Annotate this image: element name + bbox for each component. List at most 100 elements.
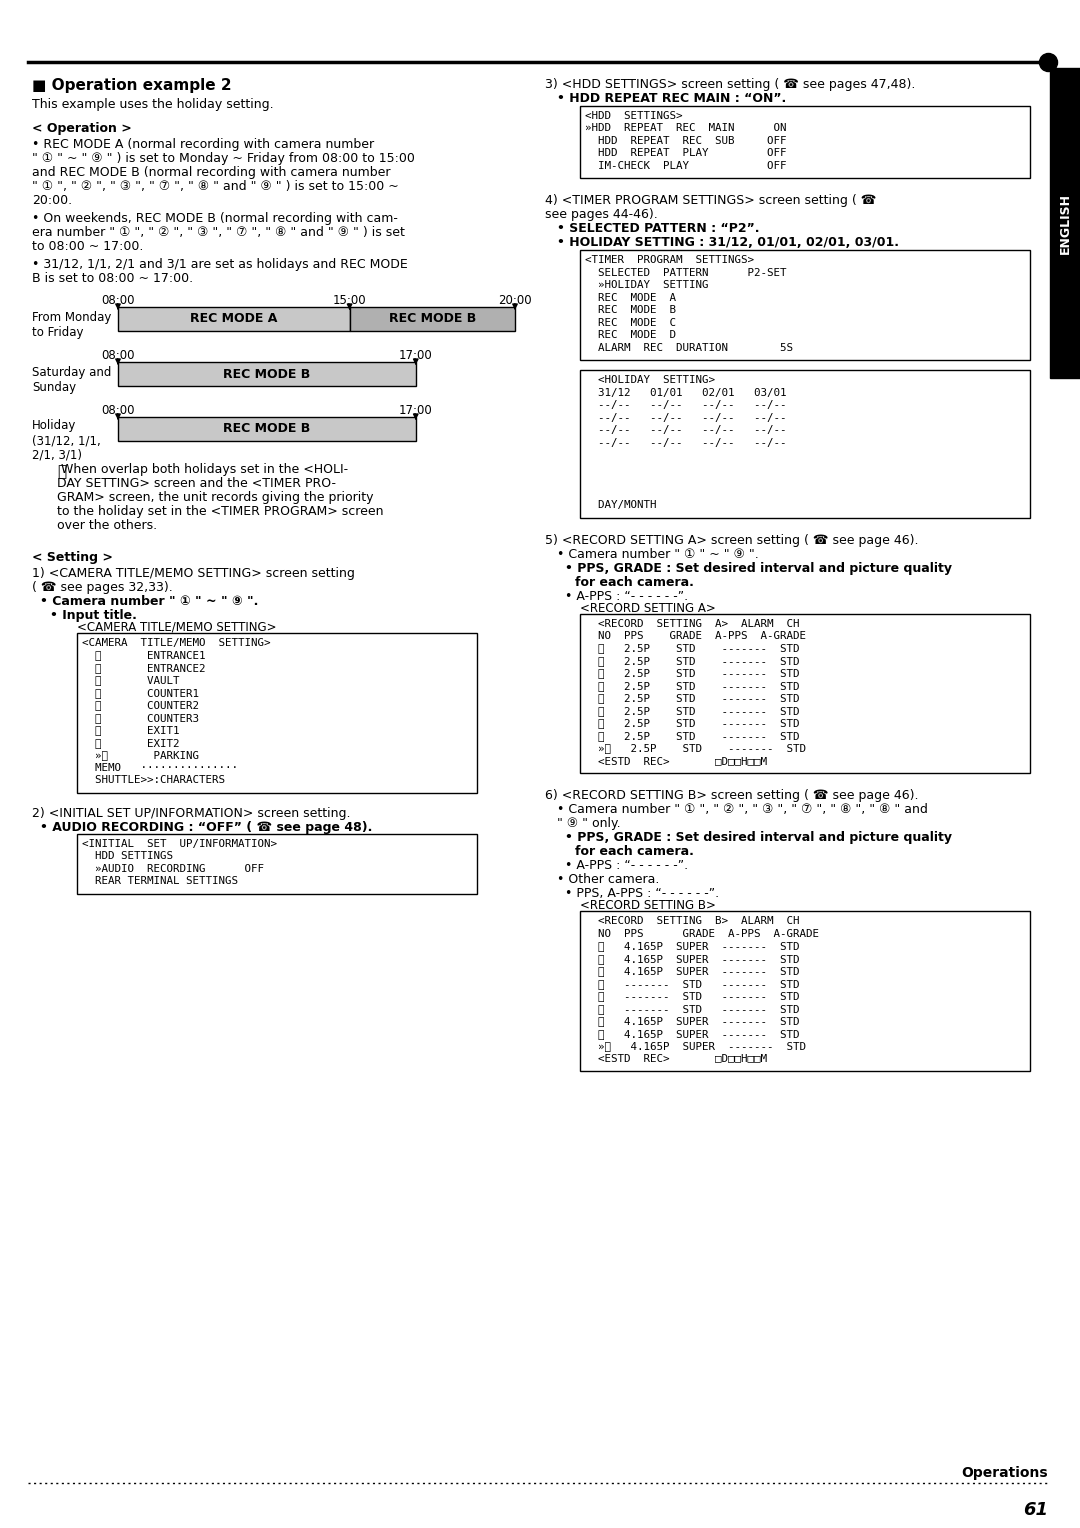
- Text: • PPS, GRADE : Set desired interval and picture quality: • PPS, GRADE : Set desired interval and …: [565, 561, 951, 575]
- Text: ⑥       COUNTER3: ⑥ COUNTER3: [82, 714, 199, 723]
- Text: <RECORD SETTING B>: <RECORD SETTING B>: [580, 900, 716, 912]
- Bar: [350, 307, 515, 332]
- Text: • Input title.: • Input title.: [50, 610, 137, 622]
- Bar: [118, 417, 416, 442]
- Text: --/--   --/--   --/--   --/--: --/-- --/-- --/-- --/--: [585, 437, 786, 448]
- Text: From Monday
to Friday: From Monday to Friday: [32, 312, 111, 339]
- Text: ①       ENTRANCE1: ① ENTRANCE1: [82, 651, 205, 660]
- Text: to 08:00 ~ 17:00.: to 08:00 ~ 17:00.: [32, 240, 144, 254]
- Text: NO  PPS      GRADE  A-PPS  A-GRADE: NO PPS GRADE A-PPS A-GRADE: [585, 929, 819, 938]
- Text: • A-PPS : “- - - - - -”.: • A-PPS : “- - - - - -”.: [565, 590, 688, 602]
- Text: over the others.: over the others.: [57, 520, 157, 532]
- Text: ⑥   2.5P    STD    -------  STD: ⑥ 2.5P STD ------- STD: [585, 706, 799, 717]
- Text: DAY SETTING> screen and the <TIMER PRO-: DAY SETTING> screen and the <TIMER PRO-: [57, 477, 336, 490]
- Text: ⑧   2.5P    STD    -------  STD: ⑧ 2.5P STD ------- STD: [585, 730, 799, 741]
- Text: »⑨       PARKING: »⑨ PARKING: [82, 750, 199, 761]
- Text: ③       VAULT: ③ VAULT: [82, 675, 179, 686]
- Text: • PPS, A-PPS : “- - - - - -”.: • PPS, A-PPS : “- - - - - -”.: [565, 888, 719, 900]
- Text: 08:00: 08:00: [102, 293, 135, 307]
- Text: »HDD  REPEAT  REC  MAIN      ON: »HDD REPEAT REC MAIN ON: [585, 124, 786, 133]
- Bar: [580, 370, 1030, 518]
- Text: HDD  REPEAT  REC  SUB     OFF: HDD REPEAT REC SUB OFF: [585, 136, 786, 147]
- Text: ③   2.5P    STD    -------  STD: ③ 2.5P STD ------- STD: [585, 668, 799, 678]
- Text: 3) <HDD SETTINGS> screen setting ( ☎ see pages 47,48).: 3) <HDD SETTINGS> screen setting ( ☎ see…: [545, 78, 916, 92]
- Text: 20:00: 20:00: [498, 293, 531, 307]
- Text: <RECORD  SETTING  B>  ALARM  CH: <RECORD SETTING B> ALARM CH: [585, 917, 799, 926]
- Text: 61: 61: [1023, 1500, 1048, 1519]
- Bar: [118, 307, 350, 332]
- Bar: [580, 105, 1030, 179]
- Text: SHUTTLE>>:CHARACTERS: SHUTTLE>>:CHARACTERS: [82, 775, 225, 785]
- Text: • REC MODE A (normal recording with camera number: • REC MODE A (normal recording with came…: [32, 138, 374, 151]
- Text: • PPS, GRADE : Set desired interval and picture quality: • PPS, GRADE : Set desired interval and …: [565, 831, 951, 845]
- Text: < Operation >: < Operation >: [32, 122, 132, 134]
- Text: • 31/12, 1/1, 2/1 and 3/1 are set as holidays and REC MODE: • 31/12, 1/1, 2/1 and 3/1 are set as hol…: [32, 258, 408, 270]
- Text: 08:00: 08:00: [102, 403, 135, 417]
- Text: HDD  REPEAT  PLAY         OFF: HDD REPEAT PLAY OFF: [585, 148, 786, 159]
- Text: REC  MODE  D: REC MODE D: [585, 330, 676, 341]
- Text: --/--   --/--   --/--   --/--: --/-- --/-- --/-- --/--: [585, 413, 786, 423]
- Text: ⑦   4.165P  SUPER  -------  STD: ⑦ 4.165P SUPER ------- STD: [585, 1016, 799, 1027]
- Text: SELECTED  PATTERN      P2-SET: SELECTED PATTERN P2-SET: [585, 267, 786, 278]
- Text: 2) <INITIAL SET UP/INFORMATION> screen setting.: 2) <INITIAL SET UP/INFORMATION> screen s…: [32, 807, 351, 819]
- Text: HDD SETTINGS: HDD SETTINGS: [82, 851, 173, 862]
- Text: • Camera number " ① ", " ② ", " ③ ", " ⑦ ", " ⑧ ", " ⑧ " and: • Camera number " ① ", " ② ", " ③ ", " ⑦…: [557, 804, 928, 816]
- Text: Holiday
(31/12, 1/1,
2/1, 3/1): Holiday (31/12, 1/1, 2/1, 3/1): [32, 419, 100, 461]
- Text: 5) <RECORD SETTING A> screen setting ( ☎ see page 46).: 5) <RECORD SETTING A> screen setting ( ☎…: [545, 533, 918, 547]
- Text: • SELECTED PATTERN : “P2”.: • SELECTED PATTERN : “P2”.: [557, 223, 759, 235]
- Text: <HDD  SETTINGS>: <HDD SETTINGS>: [585, 112, 683, 121]
- Text: ①   4.165P  SUPER  -------  STD: ① 4.165P SUPER ------- STD: [585, 941, 799, 952]
- Text: --/--   --/--   --/--   --/--: --/-- --/-- --/-- --/--: [585, 400, 786, 410]
- Text: • Camera number " ① " ~ " ⑨ ".: • Camera number " ① " ~ " ⑨ ".: [40, 594, 258, 608]
- Text: ( ☎ see pages 32,33).: ( ☎ see pages 32,33).: [32, 581, 173, 594]
- Text: for each camera.: for each camera.: [575, 576, 693, 588]
- Text: ⑧   4.165P  SUPER  -------  STD: ⑧ 4.165P SUPER ------- STD: [585, 1028, 799, 1039]
- Text: »AUDIO  RECORDING      OFF: »AUDIO RECORDING OFF: [82, 863, 264, 874]
- Text: 1) <CAMERA TITLE/MEMO SETTING> screen setting: 1) <CAMERA TITLE/MEMO SETTING> screen se…: [32, 567, 355, 581]
- Text: REC  MODE  A: REC MODE A: [585, 293, 676, 303]
- Text: REC MODE B: REC MODE B: [224, 423, 311, 435]
- Text: »HOLIDAY  SETTING: »HOLIDAY SETTING: [585, 280, 708, 290]
- Text: ⑧       EXIT2: ⑧ EXIT2: [82, 738, 179, 747]
- Text: 4) <TIMER PROGRAM SETTINGS> screen setting ( ☎: 4) <TIMER PROGRAM SETTINGS> screen setti…: [545, 194, 876, 208]
- Text: ⑤   2.5P    STD    -------  STD: ⑤ 2.5P STD ------- STD: [585, 694, 799, 703]
- Text: IM-CHECK  PLAY            OFF: IM-CHECK PLAY OFF: [585, 160, 786, 171]
- Text: for each camera.: for each camera.: [575, 845, 693, 859]
- Text: 31/12   01/01   02/01   03/01: 31/12 01/01 02/01 03/01: [585, 388, 786, 397]
- Text: 15:00: 15:00: [333, 293, 366, 307]
- Text: <TIMER  PROGRAM  SETTINGS>: <TIMER PROGRAM SETTINGS>: [585, 255, 754, 266]
- Text: REC  MODE  B: REC MODE B: [585, 306, 676, 315]
- Text: ■ Operation example 2: ■ Operation example 2: [32, 78, 231, 93]
- Text: ⑦   2.5P    STD    -------  STD: ⑦ 2.5P STD ------- STD: [585, 718, 799, 729]
- Bar: [77, 834, 477, 894]
- Text: <CAMERA TITLE/MEMO SETTING>: <CAMERA TITLE/MEMO SETTING>: [77, 620, 276, 634]
- Text: " ⑨ " only.: " ⑨ " only.: [557, 817, 621, 830]
- Text: MEMO   ···············: MEMO ···············: [82, 762, 238, 773]
- Text: ⑤   -------  STD   -------  STD: ⑤ ------- STD ------- STD: [585, 992, 799, 1001]
- Text: »⑨   4.165P  SUPER  -------  STD: »⑨ 4.165P SUPER ------- STD: [585, 1041, 806, 1051]
- Text: <HOLIDAY  SETTING>: <HOLIDAY SETTING>: [585, 376, 715, 385]
- Text: NO  PPS    GRADE  A-PPS  A-GRADE: NO PPS GRADE A-PPS A-GRADE: [585, 631, 806, 642]
- Text: 20:00.: 20:00.: [32, 194, 72, 206]
- Text: see pages 44-46).: see pages 44-46).: [545, 208, 658, 222]
- Text: ALARM  REC  DURATION        5S: ALARM REC DURATION 5S: [585, 342, 793, 353]
- Text: ④       COUNTER1: ④ COUNTER1: [82, 688, 199, 698]
- Text: REC  MODE  C: REC MODE C: [585, 318, 676, 329]
- Text: Operations: Operations: [961, 1465, 1048, 1481]
- Text: 6) <RECORD SETTING B> screen setting ( ☎ see page 46).: 6) <RECORD SETTING B> screen setting ( ☎…: [545, 790, 918, 802]
- Text: to the holiday set in the <TIMER PROGRAM> screen: to the holiday set in the <TIMER PROGRAM…: [57, 504, 383, 518]
- Text: REAR TERMINAL SETTINGS: REAR TERMINAL SETTINGS: [82, 876, 238, 886]
- Text: REC MODE B: REC MODE B: [224, 368, 311, 380]
- Text: ②       ENTRANCE2: ② ENTRANCE2: [82, 663, 205, 672]
- Text: < Setting >: < Setting >: [32, 552, 113, 564]
- Text: REC MODE A: REC MODE A: [190, 313, 278, 325]
- Bar: [77, 633, 477, 793]
- Text: <RECORD SETTING A>: <RECORD SETTING A>: [580, 602, 716, 614]
- Text: ⑤       COUNTER2: ⑤ COUNTER2: [82, 700, 199, 711]
- Text: • AUDIO RECORDING : “OFF” ( ☎ see page 48).: • AUDIO RECORDING : “OFF” ( ☎ see page 4…: [40, 821, 373, 834]
- Text: ②   2.5P    STD    -------  STD: ② 2.5P STD ------- STD: [585, 656, 799, 666]
- Text: ④   2.5P    STD    -------  STD: ④ 2.5P STD ------- STD: [585, 681, 799, 691]
- Text: • A-PPS : “- - - - - -”.: • A-PPS : “- - - - - -”.: [565, 859, 688, 872]
- Text: REC MODE B: REC MODE B: [389, 313, 476, 325]
- Text: • Other camera.: • Other camera.: [557, 874, 660, 886]
